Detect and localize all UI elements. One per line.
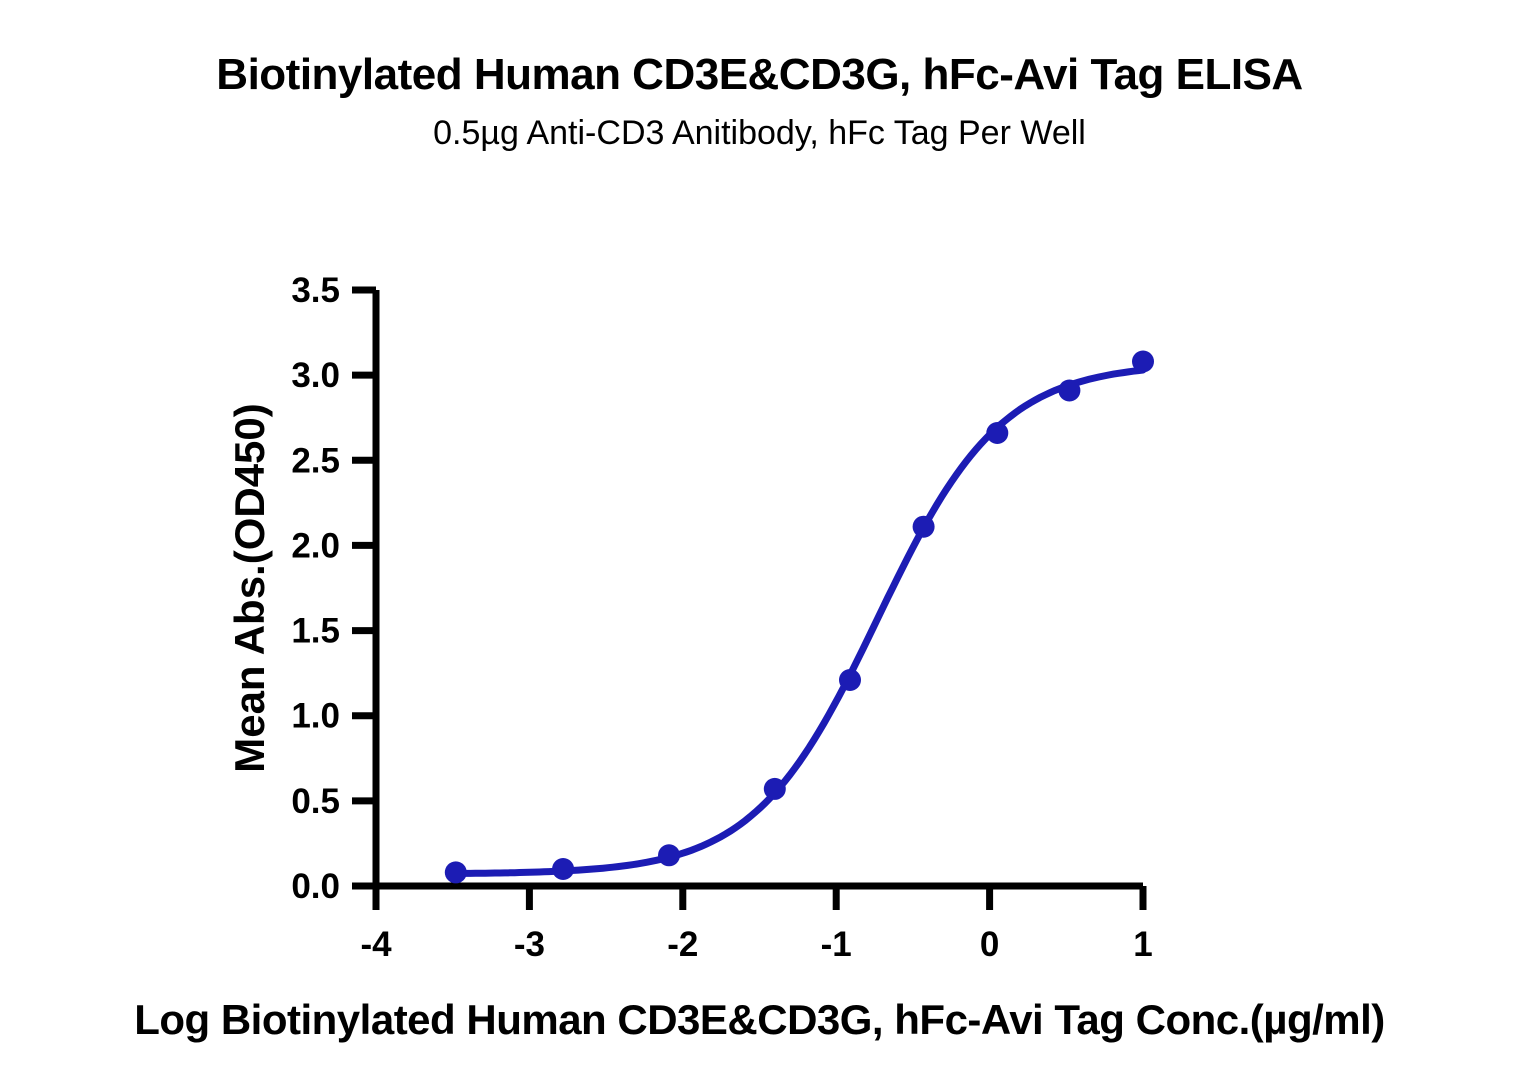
data-point	[839, 669, 861, 691]
y-tick-label: 2.5	[291, 441, 340, 480]
x-tick-label: -2	[667, 925, 698, 964]
y-tick-label: 0.0	[291, 867, 340, 906]
data-point	[763, 777, 786, 800]
data-point	[552, 858, 575, 880]
y-tick-label: 3.0	[291, 356, 340, 395]
chart-subtitle: 0.5µg Anti-CD3 Anitibody, hFc Tag Per We…	[433, 114, 1086, 152]
fit-curve	[452, 366, 1147, 877]
x-tick-label: 1	[1133, 925, 1152, 964]
x-tick-label: 0	[980, 925, 999, 964]
y-tick-label: 1.0	[291, 697, 340, 736]
x-tick-label: -3	[514, 925, 545, 964]
chart-title: Biotinylated Human CD3E&CD3G, hFc-Avi Ta…	[216, 50, 1303, 99]
x-axis-title: Log Biotinylated Human CD3E&CD3G, hFc-Av…	[134, 996, 1385, 1043]
data-point	[444, 861, 467, 884]
data-point	[1132, 350, 1154, 373]
data-point	[986, 422, 1009, 444]
axes	[372, 290, 1143, 890]
y-tick-label: 0.5	[291, 782, 340, 821]
data-point	[912, 515, 935, 538]
data-point	[1058, 379, 1081, 402]
x-tick-label: -4	[360, 925, 392, 964]
y-tick-label: 3.5	[291, 271, 340, 310]
y-tick-label: 1.5	[291, 612, 340, 651]
data-point	[658, 844, 680, 867]
y-tick-label: 2.0	[291, 526, 340, 565]
x-tick-label: -1	[821, 925, 852, 964]
